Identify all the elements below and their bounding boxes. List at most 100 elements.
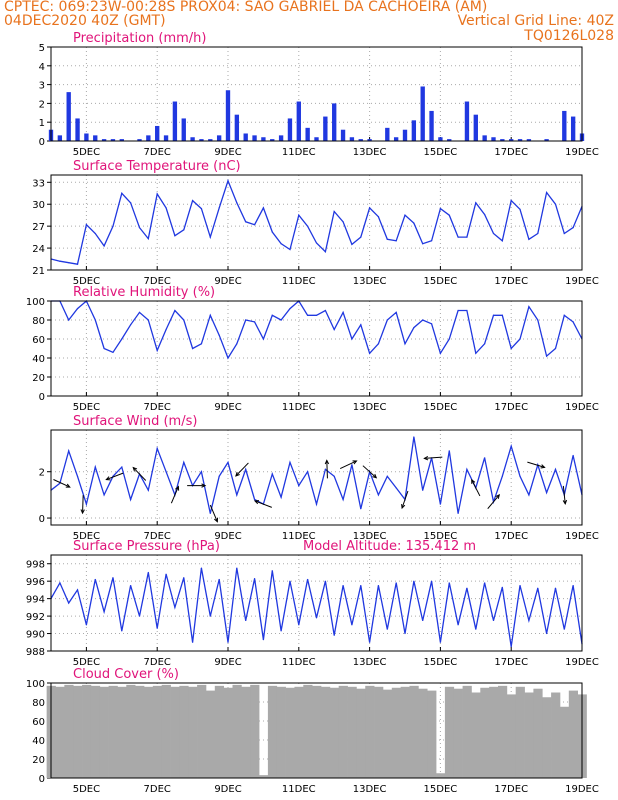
- series-point: [386, 628, 388, 630]
- y-tick-label: 994: [26, 595, 45, 606]
- series-point: [121, 466, 123, 468]
- cloud-bar: [259, 775, 269, 778]
- y-tick-label: 40: [32, 736, 45, 747]
- series-point: [165, 471, 167, 473]
- series-point: [262, 207, 264, 209]
- precip-bar: [208, 139, 213, 141]
- series-point: [519, 475, 521, 477]
- cloud-bar: [462, 685, 472, 778]
- series-point: [147, 237, 149, 240]
- series-point: [174, 606, 176, 608]
- cloud-bar: [338, 685, 348, 778]
- series-point: [271, 314, 273, 316]
- cloud-bar: [303, 684, 313, 778]
- series-point: [377, 584, 380, 587]
- series-point: [227, 180, 229, 182]
- series-point: [492, 232, 495, 235]
- series-point: [422, 243, 424, 245]
- cloud-bar: [418, 688, 428, 778]
- precip-bar: [119, 139, 124, 141]
- cloud-bar: [90, 685, 101, 778]
- series-point: [85, 503, 87, 505]
- series-point: [174, 235, 176, 237]
- series-point: [76, 308, 79, 310]
- cloud-bar: [82, 684, 92, 778]
- precip-bar: [340, 129, 346, 141]
- series-point: [218, 578, 220, 581]
- cloud-bar: [135, 685, 145, 778]
- x-tick-label: 9DEC: [214, 531, 241, 542]
- series-point: [227, 357, 229, 359]
- series-point: [200, 208, 203, 210]
- series-point: [245, 468, 247, 470]
- x-tick-label: 7DEC: [144, 784, 171, 795]
- y-tick-label: 100: [26, 679, 45, 690]
- cloud-bar: [152, 685, 163, 778]
- wind-arrowhead: [495, 494, 501, 499]
- x-tick-label: 11DEC: [282, 147, 316, 158]
- cloud-bar: [391, 687, 402, 778]
- series-point: [227, 461, 229, 464]
- series-point: [546, 191, 548, 194]
- wind-arrow: [487, 494, 500, 510]
- series-point: [537, 587, 539, 589]
- cloud-bar: [267, 685, 278, 778]
- wind-arrowhead: [65, 483, 71, 488]
- series-point: [466, 587, 468, 589]
- series-point: [236, 343, 238, 345]
- precip-bar: [305, 127, 310, 141]
- series-point: [112, 225, 114, 227]
- cloud-bar: [170, 686, 180, 778]
- series-point: [492, 619, 495, 622]
- series-point: [360, 508, 362, 510]
- series-point: [165, 573, 167, 575]
- cloud-bar: [197, 684, 207, 778]
- cloud-bar: [214, 685, 225, 778]
- precip-bar: [358, 139, 363, 141]
- series-point: [439, 503, 441, 505]
- series-point: [377, 343, 380, 345]
- series-point: [298, 214, 300, 216]
- series-point: [342, 311, 344, 313]
- wind-arrowhead: [324, 459, 330, 465]
- series-point: [130, 584, 132, 587]
- series-point: [68, 319, 70, 321]
- y-tick-label: 0: [39, 514, 45, 525]
- series-point: [85, 624, 87, 626]
- panel-frame: [50, 300, 583, 397]
- y-tick-label: 40: [32, 354, 45, 365]
- cloud-bar: [143, 686, 154, 778]
- cloud-bar: [188, 686, 198, 778]
- series-point: [484, 343, 486, 345]
- precip-bar: [447, 139, 452, 141]
- x-tick-label: 19DEC: [565, 402, 599, 413]
- series-point: [59, 582, 61, 584]
- precip-bar: [544, 139, 549, 141]
- series-point: [351, 243, 353, 246]
- series-point: [94, 466, 96, 468]
- precip-bar: [509, 139, 514, 141]
- y-tick-label: 4: [39, 62, 45, 73]
- wind-arrow: [170, 486, 179, 504]
- y-tick-label: 80: [32, 316, 45, 327]
- series-point: [422, 319, 424, 321]
- precip-bar: [296, 101, 301, 141]
- series-point: [324, 251, 326, 253]
- cloud-bar: [126, 684, 136, 778]
- precip-bar: [66, 92, 71, 141]
- series-point: [528, 494, 530, 496]
- series-point: [315, 503, 318, 505]
- precip-bar: [323, 116, 328, 141]
- precip-bar: [429, 110, 434, 141]
- series-point: [121, 630, 123, 632]
- cloud-bar: [374, 686, 384, 778]
- y-tick-label: 998: [26, 560, 45, 571]
- series-point: [68, 602, 70, 604]
- x-tick-label: 19DEC: [565, 784, 599, 795]
- x-tick-label: 13DEC: [353, 784, 387, 795]
- series-point: [138, 311, 141, 313]
- series-point: [537, 319, 539, 321]
- series-point: [280, 243, 282, 245]
- cloud-bar: [497, 685, 508, 778]
- series-point: [280, 319, 282, 321]
